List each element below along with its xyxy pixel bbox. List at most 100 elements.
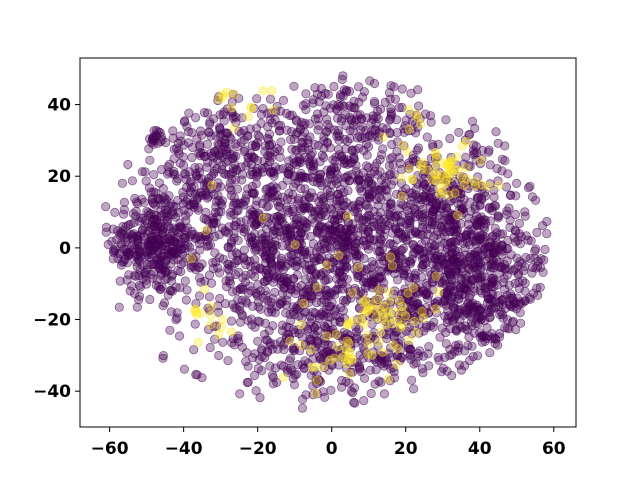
data-point (476, 155, 486, 166)
data-point (296, 319, 306, 330)
data-point (397, 84, 407, 94)
data-point (282, 295, 292, 305)
data-point (148, 225, 158, 235)
data-point (420, 253, 430, 263)
data-point (311, 247, 321, 257)
data-point (359, 395, 369, 406)
data-point (311, 270, 321, 280)
data-point (315, 170, 325, 180)
data-point (149, 187, 159, 197)
data-point (101, 222, 112, 232)
data-point (254, 132, 264, 142)
data-point (444, 190, 454, 200)
data-point (398, 200, 408, 210)
data-point (254, 354, 264, 365)
data-point (256, 118, 266, 129)
data-point (436, 367, 447, 377)
data-point (454, 127, 464, 137)
data-point (193, 337, 203, 347)
x-tick-label: −40 (165, 439, 203, 459)
data-point (168, 207, 178, 217)
data-point (485, 312, 495, 322)
data-point (301, 202, 311, 212)
data-point (299, 298, 309, 309)
data-point (123, 220, 133, 230)
data-point (472, 351, 483, 361)
data-point (114, 302, 124, 312)
data-point (364, 130, 374, 141)
data-point (290, 240, 300, 250)
data-point (330, 286, 340, 296)
data-point (190, 234, 201, 244)
data-point (269, 213, 279, 223)
data-point (265, 361, 275, 371)
data-point (204, 292, 214, 302)
data-point (194, 291, 205, 301)
data-point (248, 301, 258, 311)
data-point (193, 174, 204, 184)
data-point (255, 263, 265, 273)
data-point (440, 296, 450, 306)
data-point (404, 164, 415, 174)
data-point (241, 356, 251, 367)
data-point (413, 244, 424, 254)
data-point (457, 172, 467, 183)
data-point (447, 254, 457, 264)
data-point (420, 192, 430, 203)
data-point (204, 127, 214, 138)
data-point (279, 345, 289, 355)
data-point (215, 293, 225, 304)
data-point (214, 140, 224, 150)
data-point (397, 191, 407, 201)
data-point (103, 239, 113, 250)
data-point (331, 329, 341, 339)
data-point (219, 107, 229, 117)
data-point (321, 127, 331, 137)
data-point (154, 262, 164, 272)
data-point (405, 351, 415, 361)
data-point (267, 261, 277, 271)
data-point (417, 306, 427, 317)
data-point (233, 235, 243, 245)
data-point (262, 295, 273, 305)
data-point (283, 205, 293, 215)
data-point (232, 184, 243, 194)
data-point (418, 178, 428, 188)
data-point (181, 182, 192, 193)
data-point (216, 198, 226, 208)
data-point (171, 202, 181, 212)
data-point (342, 211, 353, 221)
data-point (340, 157, 350, 168)
data-point (495, 262, 505, 272)
data-point (284, 162, 294, 172)
data-point (494, 180, 504, 190)
data-point (362, 150, 372, 160)
data-point (183, 127, 193, 137)
data-points (101, 71, 552, 413)
data-point (476, 315, 486, 325)
data-point (291, 145, 301, 155)
data-point (350, 249, 360, 259)
data-point (427, 139, 438, 150)
data-point (270, 115, 280, 125)
data-point (218, 254, 228, 264)
data-point (377, 347, 388, 357)
data-point (202, 162, 212, 172)
data-point (491, 127, 501, 137)
data-point (481, 333, 491, 343)
data-point (278, 164, 288, 174)
data-point (285, 309, 295, 319)
data-point (299, 363, 309, 374)
data-point (379, 389, 389, 399)
data-point (217, 223, 227, 233)
data-point (497, 166, 507, 176)
data-point (187, 128, 197, 138)
data-point (329, 81, 339, 92)
data-point (445, 133, 455, 144)
data-point (189, 345, 199, 355)
data-point (500, 156, 510, 166)
data-point (162, 241, 172, 251)
data-point (124, 270, 134, 280)
data-point (413, 113, 423, 123)
data-point (145, 294, 155, 305)
